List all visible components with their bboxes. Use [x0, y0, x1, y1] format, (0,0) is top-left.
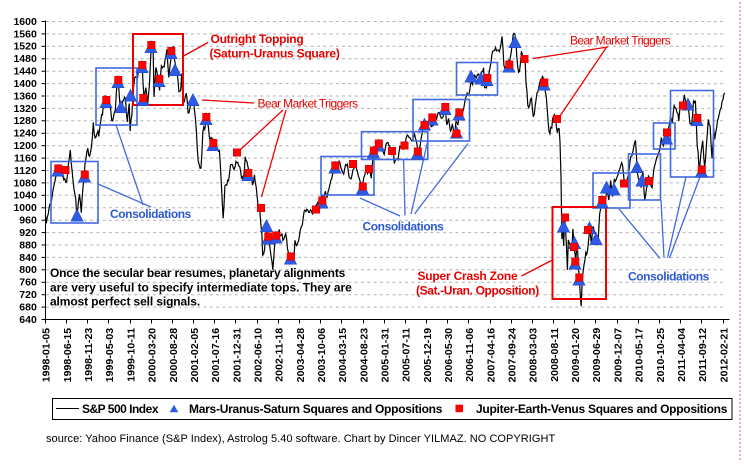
svg-text:2003-10-06: 2003-10-06 — [316, 328, 328, 383]
svg-text:1040: 1040 — [13, 190, 37, 202]
svg-text:2000-08-28: 2000-08-28 — [168, 328, 180, 383]
svg-text:1400: 1400 — [13, 78, 37, 90]
svg-text:(Sat.-Uran. Opposition): (Sat.-Uran. Opposition) — [416, 284, 539, 298]
svg-text:2000-03-20: 2000-03-20 — [147, 328, 159, 383]
svg-text:1998-01-05: 1998-01-05 — [41, 328, 53, 383]
svg-text:are very useful to specify int: are very useful to specify intermediate … — [50, 281, 352, 295]
svg-text:Consolidations: Consolidations — [628, 270, 710, 284]
svg-text:2010-10-25: 2010-10-25 — [655, 328, 667, 383]
svg-text:2008-08-11: 2008-08-11 — [549, 328, 561, 382]
svg-text:1998-06-15: 1998-06-15 — [62, 328, 74, 383]
svg-text:2011-09-12: 2011-09-12 — [697, 328, 709, 382]
svg-text:720: 720 — [19, 289, 37, 301]
svg-text:1240: 1240 — [13, 128, 37, 140]
svg-text:Once the secular bear resumes,: Once the secular bear resumes, planetary… — [50, 266, 346, 280]
svg-text:2004-03-15: 2004-03-15 — [337, 328, 349, 383]
svg-text:2009-12-07: 2009-12-07 — [612, 328, 624, 383]
svg-text:2002-06-10: 2002-06-10 — [252, 328, 264, 383]
svg-text:2006-11-06: 2006-11-06 — [464, 328, 476, 382]
svg-text:920: 920 — [19, 227, 37, 239]
svg-text:2002-11-18: 2002-11-18 — [274, 328, 286, 382]
svg-text:2006-05-30: 2006-05-30 — [443, 328, 455, 383]
svg-text:(Saturn-Uranus Square): (Saturn-Uranus Square) — [210, 47, 340, 61]
svg-text:1440: 1440 — [13, 66, 37, 78]
svg-text:760: 760 — [19, 277, 37, 289]
svg-text:Outright Topping: Outright Topping — [211, 32, 304, 46]
svg-text:Bear Market Triggers: Bear Market Triggers — [258, 97, 359, 111]
svg-text:1520: 1520 — [13, 41, 37, 53]
svg-text:2001-07-16: 2001-07-16 — [210, 328, 222, 383]
svg-text:2011-04-04: 2011-04-04 — [676, 328, 688, 382]
svg-text:source: Yahoo Finance (S&P Ind: source: Yahoo Finance (S&P Index), Astro… — [46, 433, 555, 445]
svg-text:1480: 1480 — [13, 53, 37, 65]
svg-text:almost perfect sell signals.: almost perfect sell signals. — [50, 295, 200, 309]
svg-text:1560: 1560 — [13, 28, 37, 40]
svg-text:2007-09-24: 2007-09-24 — [507, 328, 519, 383]
svg-text:1120: 1120 — [14, 165, 37, 177]
svg-text:1999-05-03: 1999-05-03 — [104, 328, 116, 383]
svg-text:Mars-Uranus-Saturn Squares and: Mars-Uranus-Saturn Squares and Oppositio… — [189, 402, 443, 416]
svg-text:1080: 1080 — [13, 177, 37, 189]
svg-text:1200: 1200 — [13, 140, 37, 152]
svg-text:2005-07-11: 2005-07-11 — [401, 328, 413, 382]
svg-text:1999-10-11: 1999-10-11 — [125, 328, 137, 382]
svg-text:2007-04-16: 2007-04-16 — [485, 328, 497, 383]
svg-text:2009-06-29: 2009-06-29 — [591, 328, 603, 383]
svg-text:Consolidations: Consolidations — [110, 207, 192, 221]
svg-text:S&P 500 Index: S&P 500 Index — [82, 402, 159, 416]
svg-text:Bear Market Triggers: Bear Market Triggers — [570, 34, 671, 48]
svg-text:1160: 1160 — [14, 153, 37, 165]
svg-text:2001-12-31: 2001-12-31 — [231, 328, 243, 383]
svg-text:2010-05-17: 2010-05-17 — [634, 328, 646, 383]
svg-text:Consolidations: Consolidations — [363, 220, 445, 234]
svg-text:680: 680 — [19, 302, 37, 314]
svg-text:2003-04-28: 2003-04-28 — [295, 328, 307, 383]
svg-text:2005-12-19: 2005-12-19 — [422, 328, 434, 383]
svg-text:Jupiter-Earth-Venus Squares an: Jupiter-Earth-Venus Squares and Oppositi… — [476, 402, 728, 416]
svg-text:2008-03-03: 2008-03-03 — [528, 328, 540, 383]
svg-text:2001-02-05: 2001-02-05 — [189, 328, 201, 383]
svg-text:840: 840 — [19, 252, 37, 264]
svg-text:1320: 1320 — [13, 103, 37, 115]
svg-text:1280: 1280 — [13, 115, 37, 127]
svg-text:1360: 1360 — [13, 90, 37, 102]
svg-text:1000: 1000 — [13, 202, 37, 214]
svg-text:Super Crash Zone: Super Crash Zone — [418, 269, 519, 283]
svg-text:1600: 1600 — [13, 16, 37, 28]
svg-text:2009-01-20: 2009-01-20 — [570, 328, 582, 383]
svg-text:800: 800 — [19, 264, 37, 276]
svg-text:880: 880 — [19, 239, 37, 251]
svg-text:2004-08-23: 2004-08-23 — [358, 328, 370, 383]
svg-text:2005-01-31: 2005-01-31 — [380, 328, 392, 383]
svg-text:640: 640 — [19, 314, 37, 326]
svg-text:960: 960 — [19, 215, 37, 227]
svg-text:2012-02-21: 2012-02-21 — [718, 328, 730, 383]
svg-text:1998-11-23: 1998-11-23 — [83, 328, 95, 382]
